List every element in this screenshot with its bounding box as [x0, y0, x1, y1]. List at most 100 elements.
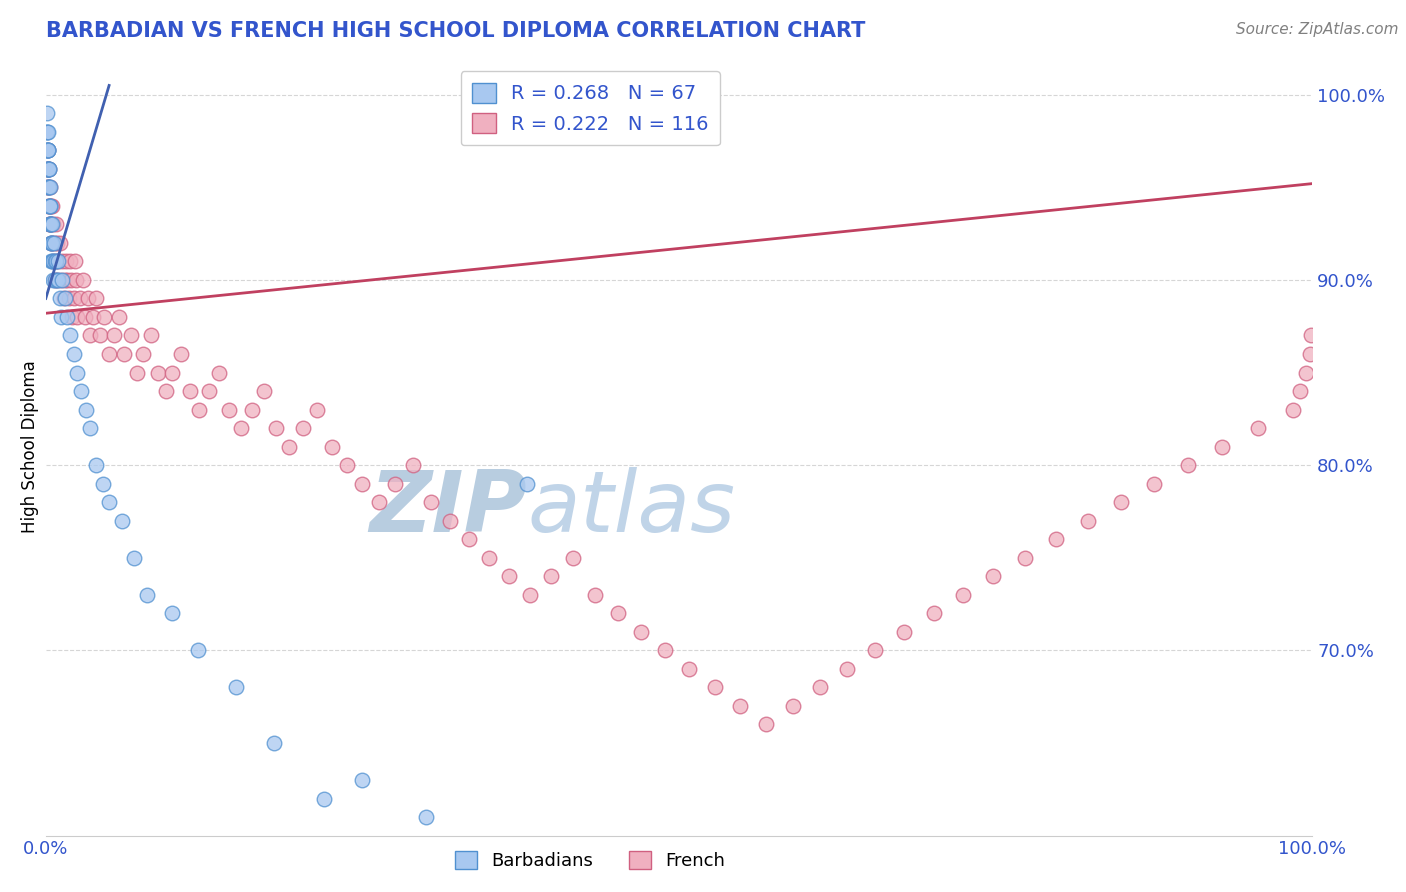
- Point: [44, 273, 66, 287]
- Point: [91, 476, 114, 491]
- Point: [39, 235, 62, 250]
- Text: BARBADIAN VS FRENCH HIGH SCHOOL DIPLOMA CORRELATION CHART: BARBADIAN VS FRENCH HIGH SCHOOL DIPLOMA …: [46, 21, 865, 41]
- Point: [952, 588, 974, 602]
- Point: [218, 402, 240, 417]
- Point: [981, 569, 1004, 583]
- Point: [478, 550, 501, 565]
- Point: [305, 402, 328, 417]
- Point: [782, 698, 804, 713]
- Point: [561, 550, 583, 565]
- Point: [53, 273, 76, 287]
- Point: [125, 366, 148, 380]
- Point: [72, 273, 94, 287]
- Point: [108, 310, 131, 324]
- Point: [35, 161, 58, 176]
- Point: [39, 180, 62, 194]
- Point: [39, 218, 62, 232]
- Point: [162, 366, 184, 380]
- Point: [498, 569, 520, 583]
- Point: [37, 143, 59, 157]
- Point: [53, 292, 76, 306]
- Point: [728, 698, 751, 713]
- Point: [516, 476, 538, 491]
- Point: [37, 180, 59, 194]
- Point: [86, 458, 108, 472]
- Point: [38, 199, 60, 213]
- Point: [188, 402, 211, 417]
- Point: [69, 292, 91, 306]
- Point: [82, 310, 104, 324]
- Point: [1299, 328, 1322, 343]
- Point: [38, 199, 60, 213]
- Point: [42, 254, 65, 268]
- Point: [59, 328, 82, 343]
- Point: [52, 292, 75, 306]
- Point: [49, 310, 72, 324]
- Point: [630, 624, 652, 639]
- Point: [1109, 495, 1132, 509]
- Point: [46, 254, 69, 268]
- Point: [1211, 440, 1233, 454]
- Point: [41, 235, 63, 250]
- Point: [38, 161, 60, 176]
- Point: [112, 347, 135, 361]
- Point: [70, 384, 93, 398]
- Text: ZIP: ZIP: [370, 467, 527, 550]
- Point: [41, 199, 63, 213]
- Point: [37, 143, 59, 157]
- Point: [39, 199, 62, 213]
- Point: [38, 180, 60, 194]
- Point: [384, 476, 406, 491]
- Point: [136, 588, 159, 602]
- Point: [755, 717, 778, 731]
- Point: [59, 254, 82, 268]
- Point: [66, 366, 89, 380]
- Point: [38, 180, 60, 194]
- Point: [48, 235, 70, 250]
- Point: [37, 143, 59, 157]
- Point: [62, 347, 84, 361]
- Point: [35, 143, 58, 157]
- Point: [39, 218, 62, 232]
- Point: [1077, 514, 1099, 528]
- Point: [1177, 458, 1199, 472]
- Point: [98, 347, 121, 361]
- Point: [45, 218, 67, 232]
- Point: [162, 607, 184, 621]
- Point: [98, 495, 121, 509]
- Point: [44, 254, 66, 268]
- Point: [79, 328, 101, 343]
- Point: [278, 440, 301, 454]
- Point: [55, 254, 77, 268]
- Point: [240, 402, 263, 417]
- Point: [1014, 550, 1036, 565]
- Point: [321, 440, 343, 454]
- Point: [51, 273, 73, 287]
- Point: [585, 588, 607, 602]
- Point: [60, 310, 83, 324]
- Point: [37, 143, 59, 157]
- Point: [65, 273, 87, 287]
- Point: [352, 476, 374, 491]
- Point: [35, 161, 58, 176]
- Point: [1299, 347, 1322, 361]
- Point: [266, 421, 288, 435]
- Point: [37, 143, 59, 157]
- Point: [41, 235, 63, 250]
- Point: [48, 254, 70, 268]
- Point: [42, 235, 65, 250]
- Point: [60, 273, 83, 287]
- Point: [38, 199, 60, 213]
- Point: [63, 254, 86, 268]
- Point: [44, 235, 66, 250]
- Point: [37, 199, 59, 213]
- Point: [352, 772, 374, 787]
- Point: [37, 180, 59, 194]
- Point: [37, 180, 59, 194]
- Point: [39, 199, 62, 213]
- Point: [439, 514, 461, 528]
- Point: [37, 161, 59, 176]
- Point: [46, 273, 69, 287]
- Point: [45, 254, 67, 268]
- Point: [56, 273, 79, 287]
